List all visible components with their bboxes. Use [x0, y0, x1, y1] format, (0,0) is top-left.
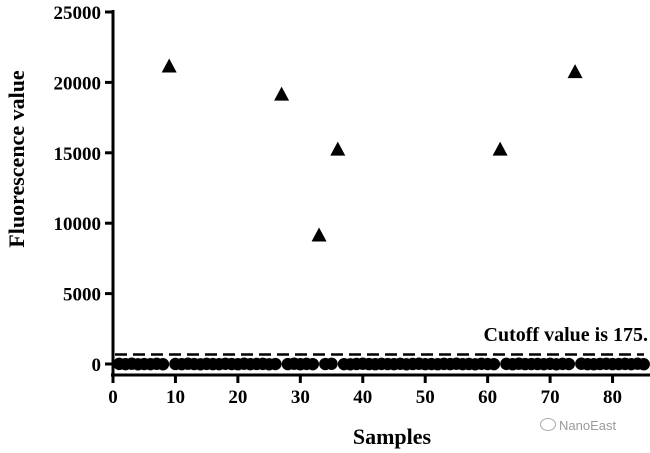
point-triangle [330, 141, 346, 156]
point-triangle [567, 64, 583, 79]
watermark: NanoEast [540, 418, 616, 433]
x-tick-label: 80 [603, 387, 622, 408]
point-circle [325, 357, 338, 371]
y-tick-label: 5000 [63, 285, 101, 306]
axes [111, 10, 650, 377]
watermark-text: NanoEast [559, 418, 617, 433]
point-circle [562, 357, 576, 371]
x-tick-label: 60 [478, 387, 497, 408]
y-tick-label: 25000 [54, 3, 102, 24]
x-tick-label: 50 [416, 387, 435, 408]
x-tick-label: 20 [228, 387, 247, 408]
x-tick-label: 0 [108, 387, 118, 408]
y-tick-label: 10000 [54, 214, 102, 235]
point-circle [637, 358, 650, 371]
cutoff-annotation: Cutoff value is 175. [484, 324, 648, 346]
point-circle [156, 358, 170, 371]
x-tick-label: 10 [166, 387, 185, 408]
point-circle [487, 357, 501, 371]
ticks: 0 5000 10000 15000 20000 25000 0 10 20 30 40 50 60 70… [54, 3, 623, 408]
y-axis-title: Fluorescence value [4, 70, 29, 248]
point-triangle [161, 58, 177, 73]
y-tick-label: 20000 [54, 73, 102, 94]
data-points [113, 58, 650, 371]
y-tick-label: 0 [92, 355, 102, 376]
y-tick-label: 15000 [54, 144, 102, 165]
x-axis-title: Samples [353, 424, 432, 449]
x-tick-label: 40 [353, 387, 372, 408]
x-tick-label: 70 [541, 387, 560, 408]
point-triangle [274, 86, 290, 101]
wechat-icon [540, 418, 556, 431]
point-circle [306, 357, 320, 371]
point-triangle [492, 141, 508, 156]
point-circle [269, 357, 282, 371]
x-tick-label: 30 [291, 387, 310, 408]
point-triangle [311, 227, 327, 242]
